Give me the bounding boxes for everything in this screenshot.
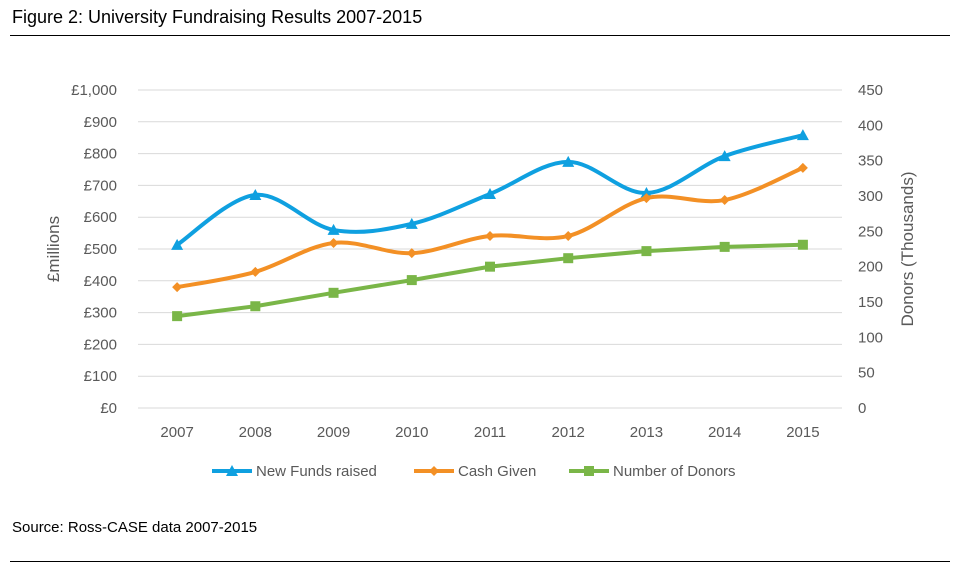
x-tick-label: 2007 [160, 424, 193, 441]
data-point [485, 230, 495, 241]
series-number-of-donors [172, 239, 808, 322]
data-point [328, 287, 339, 298]
bottom-rule [10, 561, 950, 562]
data-point [485, 261, 495, 272]
data-point [563, 253, 574, 264]
data-point [719, 241, 730, 252]
series-new-funds-raised [171, 129, 809, 250]
legend-label: Cash Given [458, 463, 536, 480]
y2-axis-label: Donors (Thousands) [898, 172, 917, 327]
y-axis-label: £millions [44, 216, 63, 282]
y2-tick-label: 200 [858, 259, 883, 276]
y2-tick-label: 50 [858, 365, 875, 382]
legend-label: Number of Donors [613, 463, 736, 480]
data-point [718, 150, 731, 162]
figure-title: Figure 2: University Fundraising Results… [12, 7, 423, 27]
x-tick-label: 2011 [474, 424, 506, 441]
data-point [250, 301, 261, 312]
data-point [171, 238, 184, 250]
y-tick-label: £1,000 [71, 82, 117, 99]
y-tick-label: £100 [84, 368, 117, 385]
data-point [797, 239, 808, 250]
x-tick-label: 2009 [317, 424, 350, 441]
y2-tick-label: 0 [858, 400, 866, 417]
data-point [249, 188, 262, 200]
x-tick-label: 2015 [786, 424, 819, 441]
y-tick-label: £400 [84, 273, 117, 290]
y-tick-label: £900 [84, 114, 117, 131]
y2-tick-label: 250 [858, 223, 883, 240]
y2-tick-label: 350 [858, 153, 883, 170]
data-point [562, 155, 575, 167]
x-tick-label: 2013 [630, 424, 663, 441]
legend-item: Number of Donors [569, 463, 736, 480]
data-point [405, 217, 418, 229]
x-tick-label: 2008 [239, 424, 272, 441]
x-tick-label: 2014 [708, 424, 741, 441]
data-point [796, 129, 809, 141]
series-cash-given [172, 162, 808, 293]
data-point [797, 162, 808, 173]
data-point [563, 230, 574, 241]
x-tick-label: 2012 [552, 424, 585, 441]
legend-marker [226, 465, 238, 476]
y2-tick-label: 300 [858, 188, 883, 205]
y2-tick-label: 150 [858, 294, 883, 311]
data-point [484, 187, 496, 199]
y-tick-label: £500 [84, 241, 117, 258]
data-point [406, 275, 417, 286]
y2-tick-label: 450 [858, 82, 883, 99]
data-point [641, 246, 652, 257]
legend-item: New Funds raised [212, 463, 377, 480]
y-tick-label: £0 [100, 400, 117, 417]
data-point [328, 237, 339, 248]
data-point [406, 248, 417, 259]
data-point [641, 193, 652, 204]
legend-marker [429, 466, 439, 476]
source-note: Source: Ross-CASE data 2007-2015 [12, 519, 258, 536]
y-tick-label: £300 [84, 305, 117, 322]
data-point [172, 311, 183, 322]
legend-label: New Funds raised [256, 463, 377, 480]
data-point [250, 266, 261, 277]
x-tick-label: 2010 [395, 424, 428, 441]
legend-item: Cash Given [414, 463, 536, 480]
data-point [172, 282, 183, 293]
y2-tick-label: 400 [858, 117, 883, 134]
top-rule [10, 35, 950, 36]
y-tick-label: £200 [84, 336, 117, 353]
y-tick-label: £800 [84, 146, 117, 163]
y-tick-label: £600 [84, 209, 117, 226]
legend-marker [584, 466, 594, 476]
y-tick-label: £700 [84, 177, 117, 194]
data-point [327, 223, 340, 235]
data-point [640, 187, 653, 199]
data-point [719, 195, 730, 206]
y2-tick-label: 100 [858, 329, 883, 346]
